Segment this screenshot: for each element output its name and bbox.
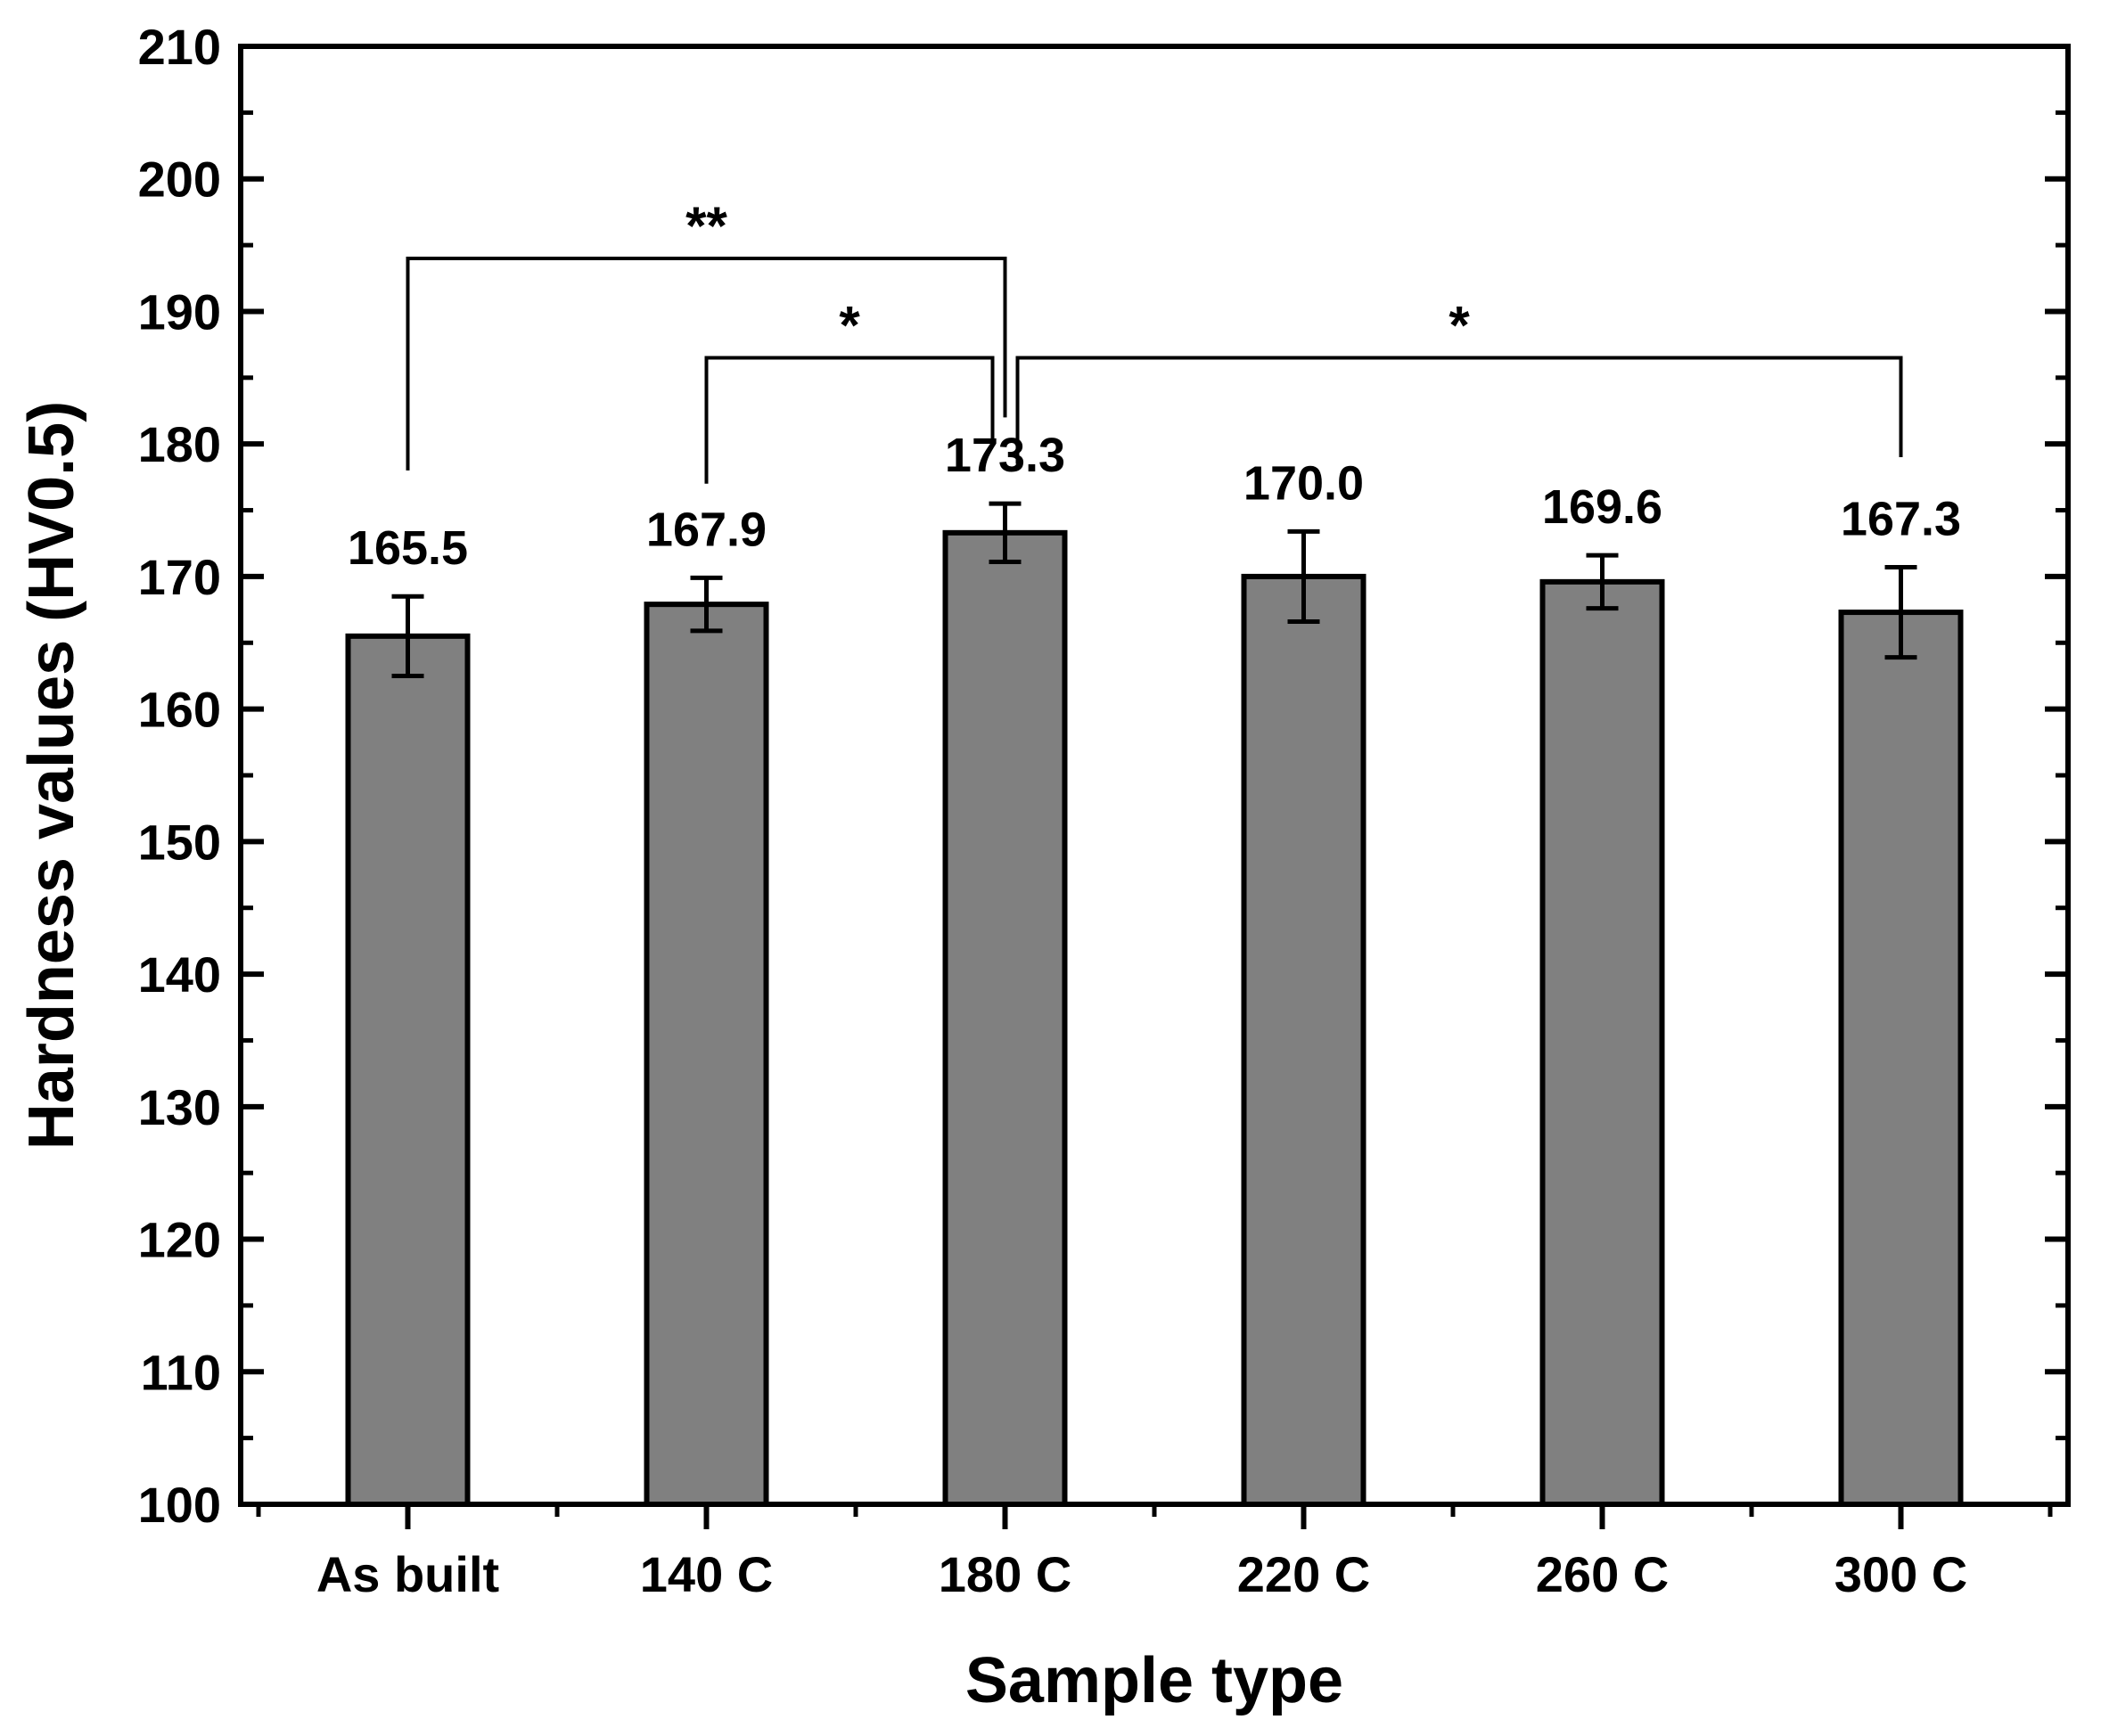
significance-label-0: ** [685,196,727,256]
x-tick-label-5: 300 C [1834,1546,1967,1602]
y-tick-label-3: 130 [138,1079,221,1135]
bar-2 [942,529,1068,1507]
x-tick-label-2: 180 C [939,1546,1071,1602]
y-tick-label-11: 210 [138,19,221,75]
y-tick-label-6: 160 [138,682,221,738]
x-axis-title: Sample type [965,1645,1343,1716]
bar-1 [644,602,769,1507]
data-label-1: 167.9 [646,503,767,556]
y-tick-label-10: 200 [138,151,221,208]
x-tick-label-3: 220 C [1237,1546,1370,1602]
significance-bracket-2 [1015,356,1903,464]
y-tick-label-7: 170 [138,549,221,605]
y-tick-label-8: 180 [138,416,221,472]
y-tick-label-4: 140 [138,946,221,1003]
bars-group [345,529,1964,1508]
significance-bracket-1 [704,356,995,484]
significance-bracket-0 [406,256,1007,471]
significance-label-1: * [839,296,860,356]
data-label-0: 165.5 [348,521,468,575]
bar-0 [345,633,471,1507]
y-tick-label-1: 110 [141,1344,221,1400]
x-tick-label-1: 140 C [640,1546,773,1602]
y-tick-label-2: 120 [138,1212,221,1268]
y-tick-label-5: 150 [138,814,221,870]
x-tick-label-4: 260 C [1536,1546,1669,1602]
data-label-4: 169.6 [1542,480,1662,534]
y-tick-label-0: 100 [138,1477,221,1533]
x-tick-label-0: As built [316,1546,499,1602]
plot-frame [238,44,2071,1507]
bar-4 [1539,578,1665,1507]
axes-group [238,44,2071,1529]
y-axis-title: Hardness values (HV0.5) [16,401,87,1150]
significance-label-2: * [1449,296,1470,356]
labels-group: 165.5 167.9 173.3 170.0 169.6 167.3 100 110 120 1… [16,19,1967,1716]
y-tick-label-9: 190 [138,283,221,340]
significance-group: *** * [406,196,1903,484]
error-bars-group [391,501,1917,678]
data-label-3: 170.0 [1243,456,1364,510]
bar-3 [1241,573,1366,1508]
bar-5 [1838,610,1964,1507]
data-label-5: 167.3 [1841,492,1961,545]
data-label-2: 173.3 [945,429,1065,482]
